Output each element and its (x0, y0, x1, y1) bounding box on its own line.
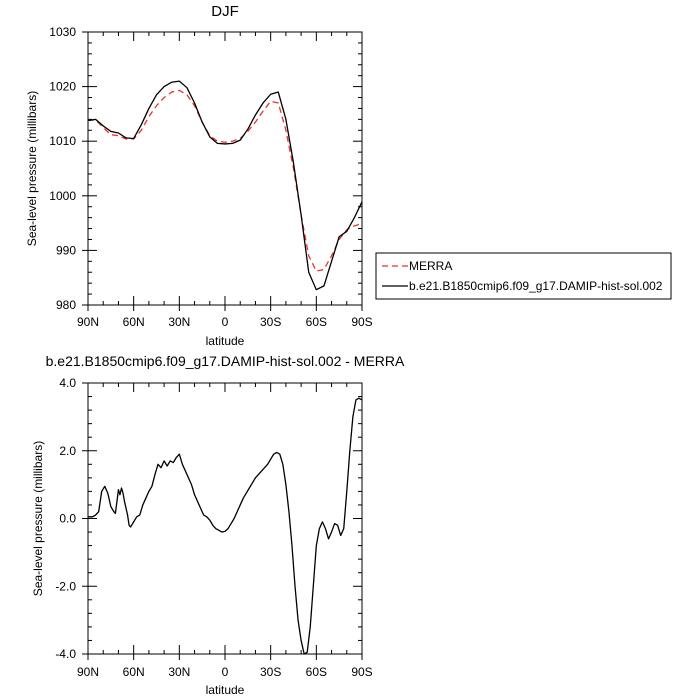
y-tick-label: 980 (56, 298, 76, 312)
y-tick-label: 1030 (49, 25, 76, 39)
x-tick-label: 30N (168, 665, 190, 679)
legend-box (375, 252, 672, 300)
x-tick-label: 60N (123, 665, 145, 679)
series-line-difference (88, 397, 363, 655)
y-tick-label: 1000 (49, 189, 76, 203)
y-tick-label: 990 (56, 243, 76, 257)
x-axis-label: latitude (206, 334, 245, 348)
x-tick-label: 0 (222, 665, 229, 679)
plot-frame (87, 31, 363, 306)
plot-frame (87, 382, 363, 655)
legend: MERRA b.e21.B1850cmip6.f09_g17.DAMIP-hist… (375, 252, 672, 300)
legend-entry: b.e21.B1850cmip6.f09_g17.DAMIP-hist-sol.… (409, 279, 663, 293)
x-tick-label: 60N (123, 315, 145, 329)
y-tick-label: 1010 (49, 134, 76, 148)
y-axis-label: Sea-level pressure (millibars) (25, 91, 39, 246)
x-tick-label: 30S (260, 315, 281, 329)
y-tick-label: 1020 (49, 80, 76, 94)
legend-entry: MERRA (409, 259, 452, 273)
x-tick-label: 90N (77, 315, 99, 329)
plot-panel-1: DJF 980 990 1000 1010 1020 1030 90N 60N 30N 0 30S 60… (25, 3, 672, 348)
x-axis-label: latitude (206, 683, 245, 697)
x-tick-label: 30N (168, 315, 190, 329)
y-tick-label: 2.0 (59, 444, 76, 458)
chart-title: b.e21.B1850cmip6.f09_g17.DAMIP-hist-sol.… (46, 353, 405, 369)
x-tick-label: 90S (351, 665, 372, 679)
x-tick-label: 90S (351, 315, 372, 329)
y-tick-label: 4.0 (59, 376, 76, 390)
plot-panel-2: b.e21.B1850cmip6.f09_g17.DAMIP-hist-sol.… (31, 353, 405, 697)
y-tick-label: -2.0 (55, 579, 76, 593)
x-tick-label: 30S (260, 665, 281, 679)
series-line-merra (87, 89, 363, 272)
y-tick-label: -4.0 (55, 647, 76, 661)
series-line-b-e21-b1850cmip6-f09-g17-damip-hist-sol-002 (87, 80, 363, 291)
y-axis-label: Sea-level pressure (millibars) (31, 441, 45, 596)
chart-title: DJF (211, 3, 239, 20)
y-tick-label: 0.0 (59, 512, 76, 526)
x-tick-label: 60S (306, 665, 327, 679)
x-tick-label: 60S (306, 315, 327, 329)
x-tick-label: 0 (222, 315, 229, 329)
x-tick-label: 90N (77, 665, 99, 679)
